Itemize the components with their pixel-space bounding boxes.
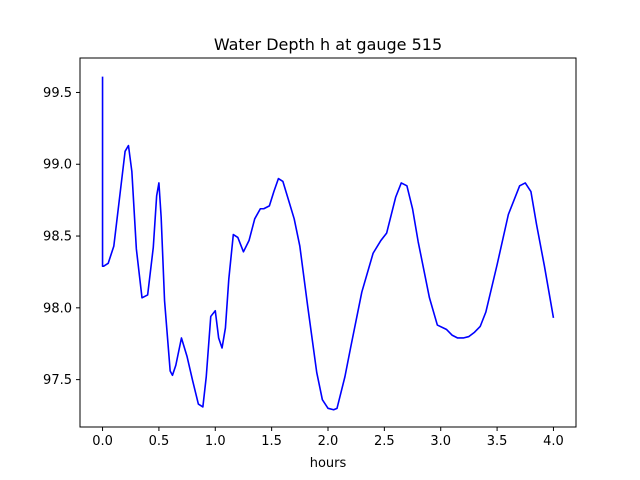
x-tick-label: 2.5 <box>374 434 395 449</box>
plot-frame <box>79 57 577 428</box>
x-tick-label: 2.0 <box>318 434 339 449</box>
series-line-0 <box>101 76 555 411</box>
x-tick-label: 3.5 <box>487 434 508 449</box>
x-tick-label: 0.5 <box>149 434 170 449</box>
y-tick-label: 99.0 <box>43 158 72 173</box>
y-tick-label: 98.0 <box>43 301 72 316</box>
series-layer <box>101 76 555 411</box>
chart-title: Water Depth h at gauge 515 <box>214 35 442 54</box>
x-axis: 0.0 0.5 1.0 1.5 2.0 2.5 3.0 3.5 4.0 <box>92 427 564 449</box>
x-tick-label: 1.0 <box>205 434 226 449</box>
x-tick-label: 4.0 <box>543 434 564 449</box>
y-tick-label: 97.5 <box>43 373 72 388</box>
y-tick-label: 99.5 <box>43 86 72 101</box>
y-tick-label: 98.5 <box>43 230 72 245</box>
x-tick-label: 3.0 <box>430 434 451 449</box>
x-tick-label: 0.0 <box>92 434 113 449</box>
x-tick-label: 1.5 <box>261 434 282 449</box>
y-axis: 97.5 98.0 98.5 99.0 99.5 <box>43 86 80 388</box>
x-axis-label: hours <box>310 456 347 471</box>
